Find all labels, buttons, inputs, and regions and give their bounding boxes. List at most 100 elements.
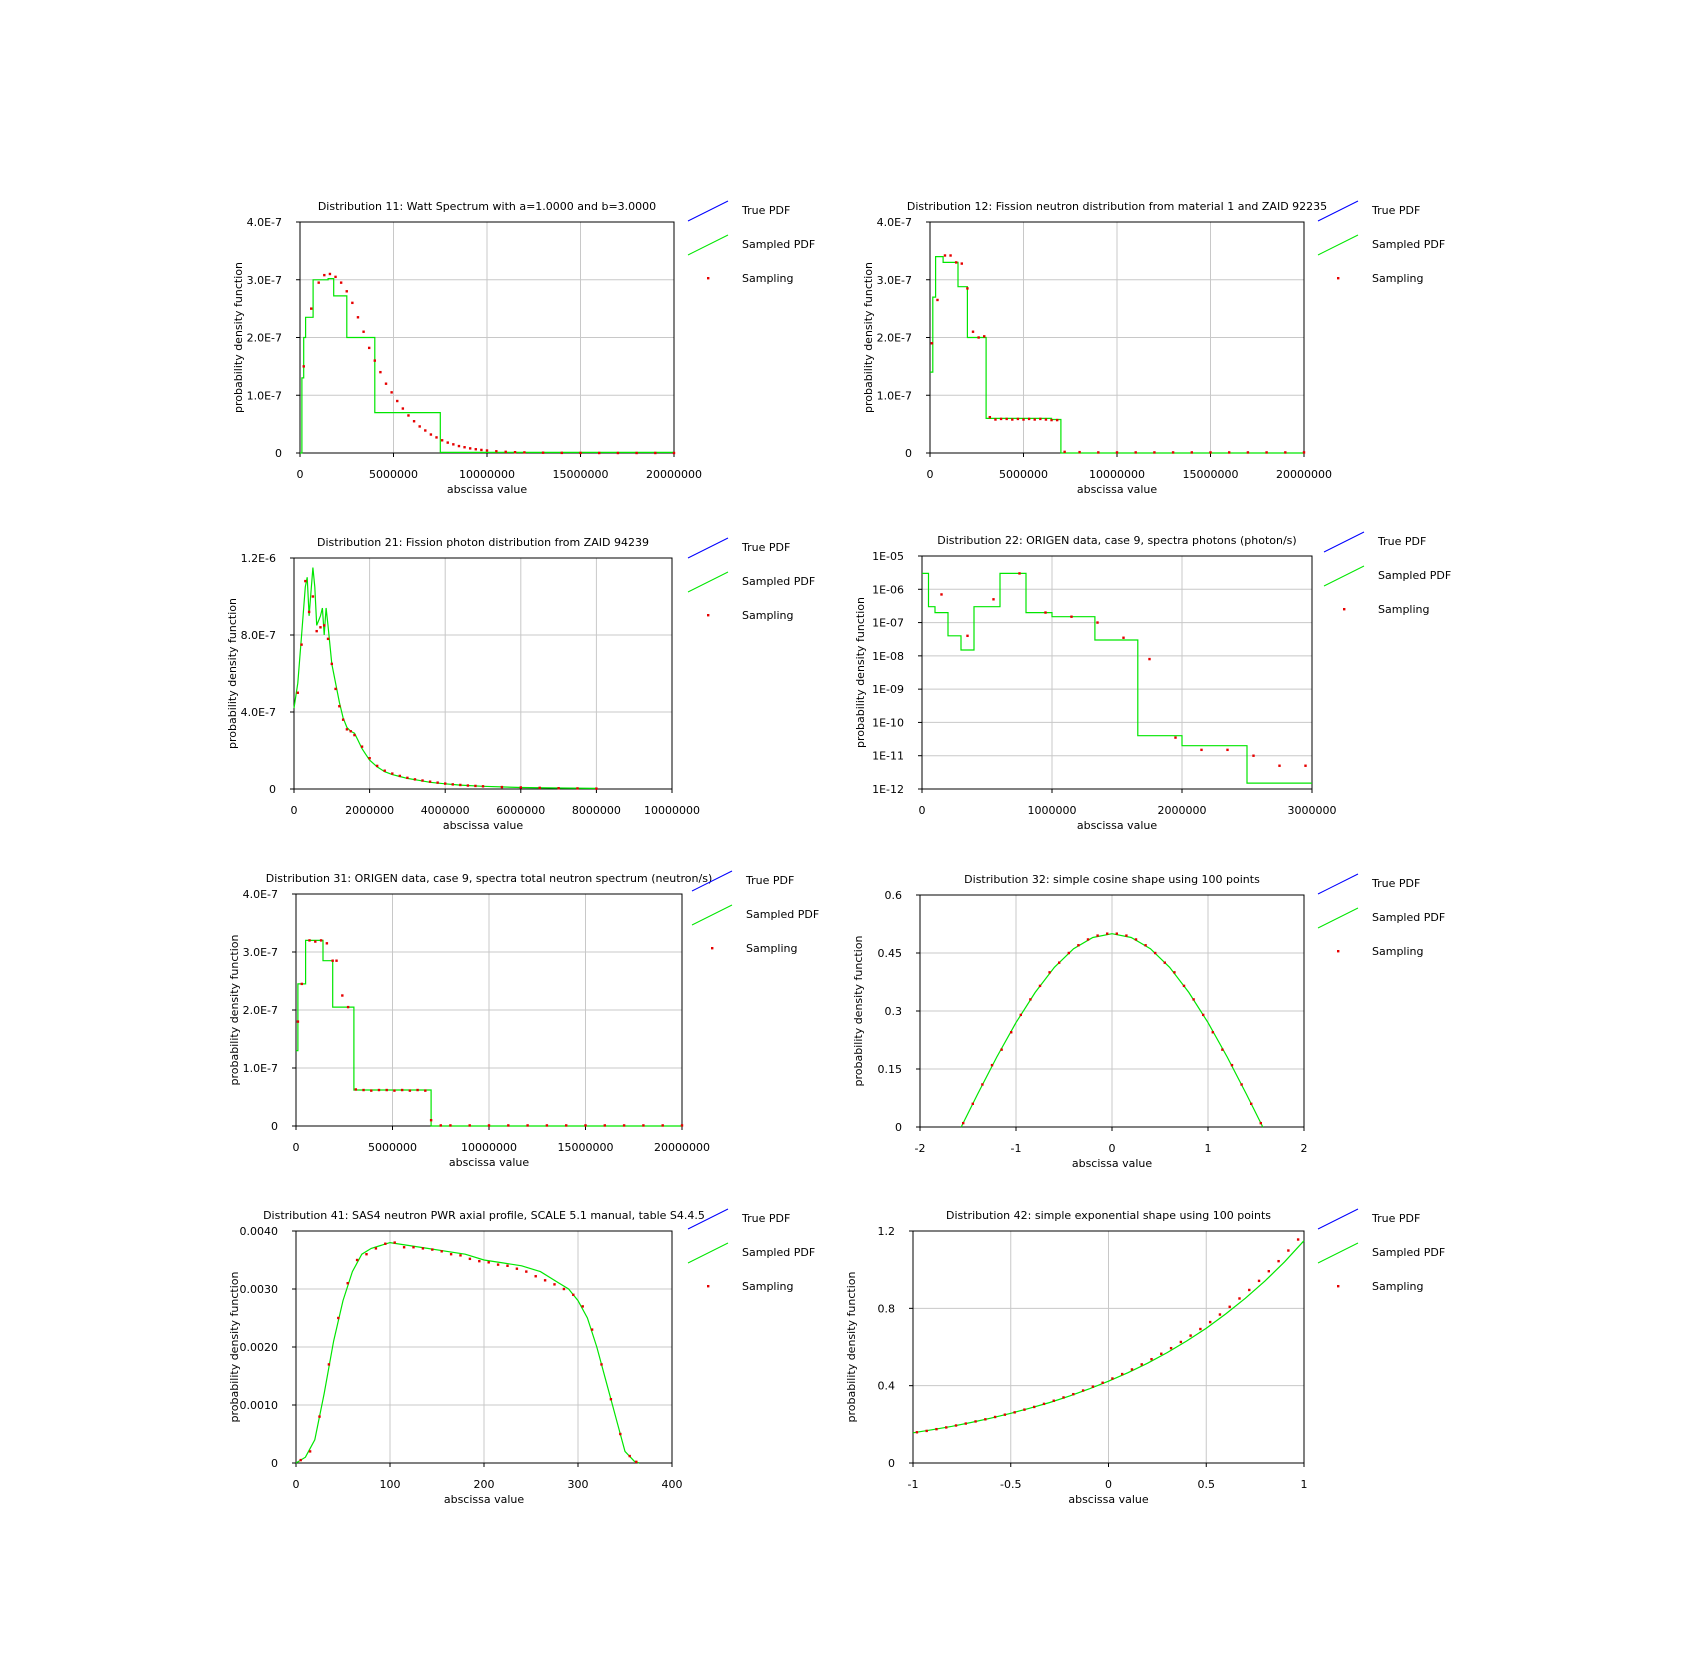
sampling-point [323, 273, 326, 277]
sampling-point [1246, 451, 1250, 454]
legend-label: Sampling [1372, 1280, 1424, 1293]
legend-swatch-true-pdf [691, 870, 733, 892]
legend-label: True PDF [745, 874, 794, 887]
sampling-point [1130, 1368, 1134, 1371]
sampling-point [1003, 1413, 1007, 1416]
sampling-point [354, 1088, 358, 1091]
sampling-point [1302, 451, 1306, 454]
legend-label: Sampling [742, 272, 794, 285]
legend-label: Sampled PDF [1372, 911, 1445, 924]
x-tick-label: 1 [1205, 1142, 1212, 1155]
sampling-point [355, 1258, 359, 1262]
sampling-point [331, 959, 334, 962]
sampling-point [401, 407, 405, 410]
x-tick-label: 10000000 [461, 1141, 517, 1154]
sampling-point [311, 595, 315, 598]
sampling-point [300, 643, 303, 646]
x-tick-label: 15000000 [558, 1141, 614, 1154]
x-tick-label: 10000000 [459, 468, 515, 481]
sampling-point [304, 579, 307, 583]
x-axis-label: abscissa value [1077, 819, 1158, 832]
sampling-point [534, 1275, 537, 1278]
sampling-point [984, 1418, 987, 1421]
sampling-point [619, 1432, 622, 1436]
sampling-point [1039, 417, 1042, 421]
sampling-point [1265, 451, 1268, 454]
legend-label: Sampled PDF [742, 575, 815, 588]
x-tick-label: 0 [1105, 1478, 1112, 1491]
sampling-point [565, 1124, 568, 1127]
sampled-pdf-line [300, 278, 674, 454]
y-tick-label: 0.0010 [240, 1399, 279, 1412]
sampling-point [538, 786, 541, 790]
sampling-point [463, 446, 466, 449]
x-tick-label: -2 [915, 1142, 926, 1155]
sampling-point [562, 1287, 566, 1291]
sampling-point [1199, 1327, 1202, 1331]
y-axis-label: probability density function [228, 1271, 241, 1422]
sampling-point [616, 451, 620, 455]
sampling-point [579, 451, 582, 455]
sampling-point [595, 787, 598, 790]
sampling-point [1091, 1385, 1095, 1388]
y-axis-label: probability density function [852, 935, 865, 1086]
y-tick-label: 0 [888, 1457, 895, 1470]
sampling-point [459, 1254, 462, 1257]
sampling-point [346, 1005, 350, 1009]
sampling-point [452, 443, 455, 446]
sampling-point [1055, 418, 1059, 422]
x-tick-label: 400 [662, 1478, 683, 1491]
sampling-point [915, 1431, 919, 1434]
sampling-point [609, 1398, 613, 1401]
sampling-point [1202, 1013, 1205, 1017]
sampling-point [506, 1264, 509, 1267]
sampling-point [500, 785, 504, 789]
sampling-point [319, 626, 322, 629]
legend-swatch-true-pdf [1317, 873, 1359, 895]
sampling-point [1019, 1013, 1022, 1017]
chart-title: Distribution 41: SAS4 neutron PWR axial … [263, 1209, 705, 1222]
legend-swatch-sampling [707, 1285, 710, 1288]
sampling-point [390, 391, 393, 394]
y-tick-label: 0 [269, 783, 276, 796]
sampling-point [1070, 615, 1073, 618]
legend-label: True PDF [1371, 1212, 1420, 1225]
sampling-point [642, 1124, 645, 1127]
y-tick-label: 1.2E-6 [241, 552, 276, 565]
sampling-point [362, 330, 365, 333]
legend-swatch-sampled-pdf [1323, 565, 1365, 587]
chart-d31: 0 5000000 10000000 15000000 20000000 0 1.0E-7 2… [228, 870, 819, 1169]
legend-label: True PDF [1371, 877, 1420, 890]
sampling-point [335, 959, 338, 962]
sampling-point [1044, 418, 1048, 421]
legend-label: True PDF [741, 1212, 790, 1225]
sampling-point [1048, 971, 1051, 974]
sampling-point [935, 1427, 938, 1431]
sampling-point [300, 982, 303, 986]
legend-swatch-sampled-pdf [691, 904, 733, 926]
sampling-point [954, 261, 958, 264]
legend: True PDF Sampled PDF Sampling [1317, 1208, 1445, 1293]
sampling-point [1044, 611, 1047, 614]
legend-label: True PDF [1371, 204, 1420, 217]
legend-label: Sampled PDF [742, 238, 815, 251]
sampling-point [543, 1279, 547, 1282]
sampling-point [308, 1450, 312, 1453]
legend: True PDF Sampled PDF Sampling [691, 870, 819, 955]
y-axis-label: probability density function [854, 597, 867, 748]
sampling-point [960, 262, 963, 265]
sampling-point [338, 705, 341, 708]
sampling-point [1111, 1377, 1114, 1380]
sampling-point [1228, 451, 1231, 454]
sampling-point [572, 1293, 575, 1296]
sampling-point [496, 1263, 500, 1266]
sampling-point [628, 1454, 631, 1458]
sampling-point [680, 1124, 684, 1127]
sampling-point [468, 1124, 471, 1127]
sampling-point [994, 418, 997, 421]
sampling-point [1226, 748, 1229, 752]
sampling-point [1238, 1297, 1241, 1300]
sampling-point [393, 1241, 396, 1244]
sampled-pdf-line [922, 572, 1312, 784]
sampling-point [444, 782, 447, 785]
